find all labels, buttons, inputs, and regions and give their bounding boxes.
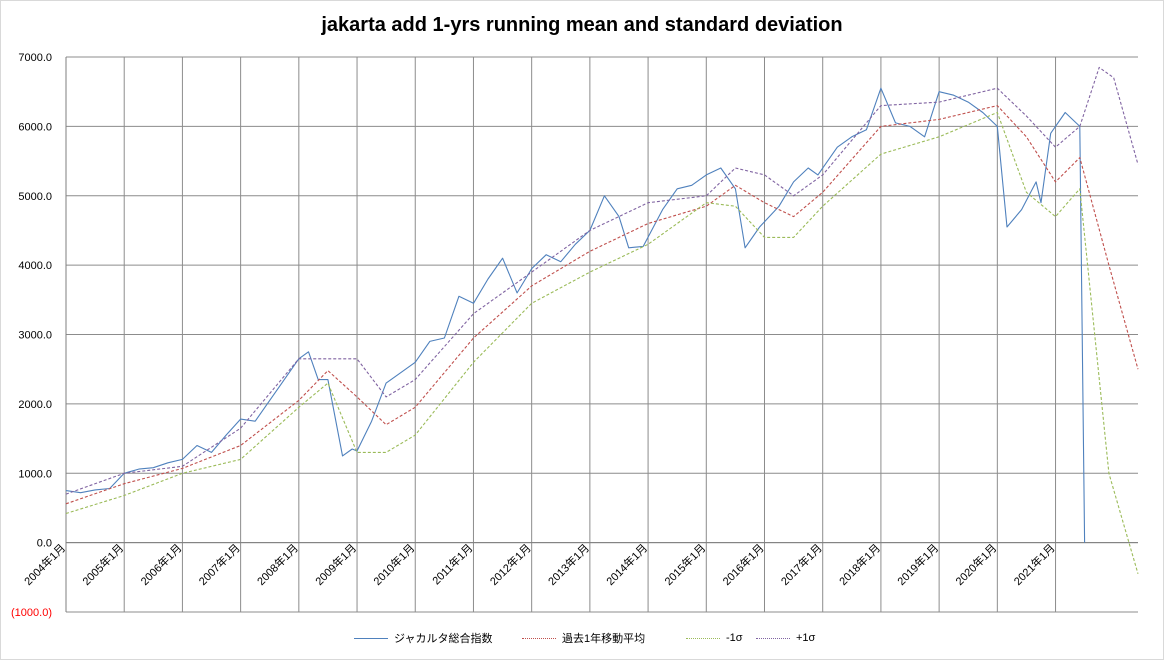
series-line-4 [65, 66, 1139, 495]
legend-item-1: ジャカルタ総合指数 [354, 630, 492, 646]
x-tick-label: 2005年1月 [79, 541, 126, 588]
legend-label: ジャカルタ総合指数 [394, 633, 493, 645]
x-tick-label: 2013年1月 [545, 541, 592, 588]
series-line-2 [65, 105, 1139, 505]
legend-swatch [522, 637, 556, 639]
x-tick-label: 2011年1月 [429, 541, 476, 588]
y-tick-label: 7000.0 [18, 52, 52, 64]
tick-labels: (1000.0) 0.0 1000.0 2000.0 3000.0 4000.0 5000.… [11, 52, 1058, 619]
x-tick-label: 2015年1月 [661, 541, 708, 588]
x-tick-label: 2006年1月 [137, 541, 184, 588]
y-tick-label: 0.0 [37, 538, 52, 550]
x-tick-label: 2014年1月 [603, 541, 650, 588]
x-tick-label: 2009年1月 [312, 541, 359, 588]
x-tick-label: 2021年1月 [1011, 541, 1058, 588]
legend-label: -1σ [726, 632, 743, 644]
x-tick-label: 2007年1月 [196, 541, 243, 588]
legend-swatch [354, 637, 388, 639]
x-tick-label: 2018年1月 [836, 541, 883, 588]
legend-swatch [756, 637, 790, 639]
x-tick-label: 2008年1月 [254, 541, 301, 588]
y-tick-label: 1000.0 [18, 468, 52, 480]
legend-label: 過去1年移動平均 [562, 633, 646, 645]
legend-label: +1σ [796, 632, 816, 644]
legend-item-4: +1σ [756, 630, 815, 646]
y-tick-label: 6000.0 [18, 121, 52, 133]
y-tick-label: 2000.0 [18, 399, 52, 411]
legend-item-3: -1σ [686, 630, 743, 646]
x-tick-label: 2012年1月 [487, 541, 534, 588]
x-tick-label: 2019年1月 [894, 541, 941, 588]
axes [65, 57, 1138, 612]
chart-title: jakarta add 1-yrs running mean and stand… [321, 14, 843, 36]
x-tick-label: 2020年1月 [952, 541, 999, 588]
x-tick-label: 2016年1月 [720, 541, 767, 588]
y-tick-label: 3000.0 [18, 330, 52, 342]
x-tick-label: 2017年1月 [778, 541, 825, 588]
series-lines [65, 66, 1139, 574]
x-tick-label: 2010年1月 [370, 541, 417, 588]
gridlines [65, 56, 1138, 613]
legend-item-2: 過去1年移動平均 [522, 630, 645, 646]
y-tick-label: 5000.0 [18, 191, 52, 203]
series-line-3 [65, 111, 1139, 574]
y-tick-label: 4000.0 [18, 260, 52, 272]
legend: ジャカルタ総合指数 過去1年移動平均 -1σ +1σ [0, 630, 1164, 650]
series-line-1 [65, 87, 1086, 543]
legend-swatch [686, 637, 720, 639]
y-tick-label: (1000.0) [11, 607, 52, 619]
